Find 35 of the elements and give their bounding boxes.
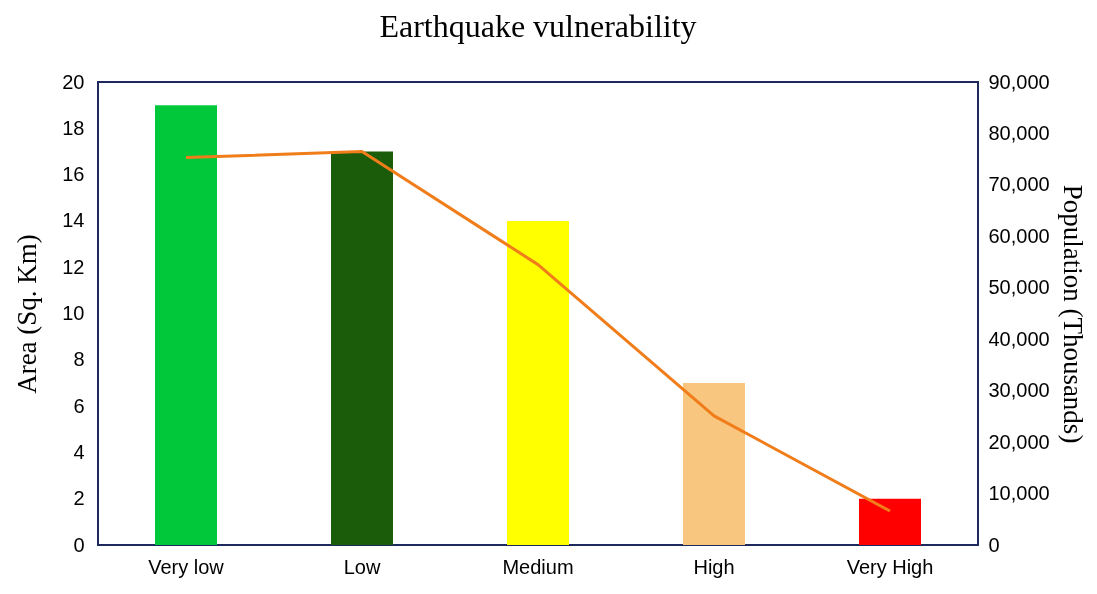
x-tick-label: High [693, 555, 735, 578]
y-axis-title: Area (Sq. Km) [12, 234, 43, 394]
y2-tick-label: 0 [988, 533, 1000, 556]
bar [507, 220, 569, 545]
y-tick-label: 12 [62, 255, 85, 278]
bar [331, 151, 393, 545]
y-tick-label: 4 [73, 440, 85, 463]
y2-axis-title: Population (Thousands) [1057, 184, 1088, 444]
y2-tick-label: 60,000 [988, 224, 1050, 247]
y2-tick-label: 80,000 [988, 121, 1050, 144]
x-tick-label: Very High [846, 555, 934, 578]
bar [859, 498, 921, 545]
chart-title: Earthquake vulnerability [379, 8, 697, 44]
y-tick-label: 18 [62, 116, 85, 139]
y-tick-label: 10 [62, 302, 85, 324]
y-tick-label: 20 [62, 70, 85, 93]
y-tick-label: 16 [62, 163, 85, 186]
y2-tick-label: 20,000 [988, 430, 1050, 453]
x-tick-label: Low [343, 555, 381, 578]
y2-tick-label: 70,000 [988, 173, 1050, 196]
y2-tick-label: 40,000 [988, 327, 1050, 350]
y-tick-label: 0 [73, 533, 85, 556]
y-tick-label: 2 [73, 487, 85, 510]
y-tick-label: 14 [62, 209, 85, 232]
y2-tick-label: 30,000 [988, 379, 1050, 402]
y-tick-label: 6 [73, 394, 85, 417]
line-series [184, 149, 892, 513]
bar [683, 382, 745, 545]
y2-tick-label: 10,000 [988, 482, 1050, 505]
y-tick-label: 8 [73, 348, 85, 371]
y2-tick-label: 50,000 [988, 276, 1050, 299]
x-tick-label: Very low [148, 555, 225, 578]
x-tick-label: Medium [502, 555, 574, 578]
y2-tick-label: 90,000 [988, 70, 1050, 93]
bar [155, 105, 217, 545]
